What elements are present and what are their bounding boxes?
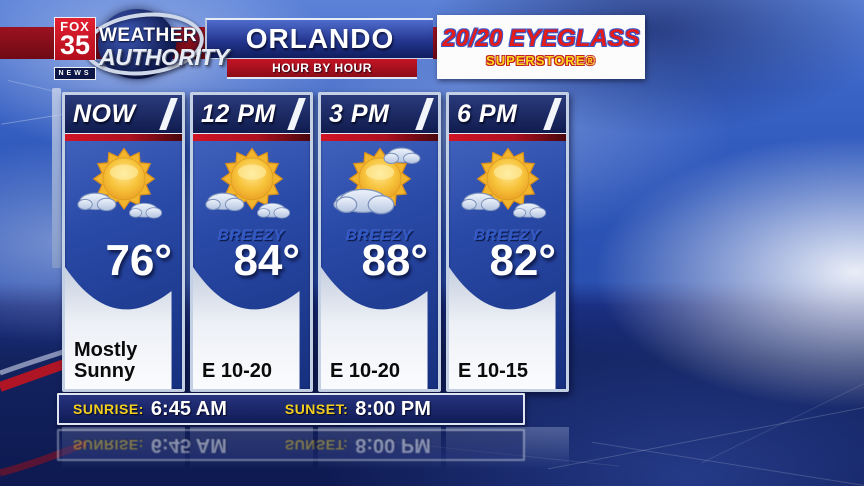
brand-line-authority: AUTHORITY (99, 44, 229, 70)
city-name: ORLANDO (205, 18, 433, 59)
column-red-bar (65, 133, 182, 141)
sunrise-label: SUNRISE: (73, 437, 144, 453)
column-time-label: 3 PM (329, 99, 390, 128)
temperature-value: 76° (105, 236, 172, 285)
column-body: BREEZY 88° E 10-20 (321, 141, 438, 389)
floor-reflection: SUNRISE: 6:45 AM SUNSET: 8:00 PM (0, 427, 864, 486)
column-reflection (62, 427, 185, 486)
condition-or-wind-text: E 10-20 (202, 360, 273, 382)
slash-decoration (415, 98, 434, 130)
temperature-value: 88° (361, 236, 428, 285)
slash-decoration (287, 98, 306, 130)
column-time-label: NOW (73, 99, 136, 128)
condition-or-wind-text: E 10-20 (330, 360, 401, 382)
white-curve-panel (65, 267, 172, 389)
temperature-value: 82° (489, 236, 556, 285)
sunset-label: SUNSET: (284, 437, 349, 453)
sponsor-tagline: SUPERSTORE® (486, 52, 596, 68)
column-header: 12 PM (193, 95, 310, 133)
sun-clouds-icon (332, 147, 420, 215)
sun-times-bar: SUNRISE: 6:45 AM SUNSET: 8:00 PM (57, 393, 525, 425)
segment-title: HOUR BY HOUR (227, 59, 417, 79)
sun-clouds-icon (204, 147, 290, 219)
network-name: FOX (60, 19, 90, 34)
column-header: 6 PM (449, 95, 566, 133)
temperature-value: 84° (233, 236, 300, 285)
white-curve-panel (193, 267, 300, 389)
condition-or-wind-text: E 10-15 (458, 360, 529, 382)
forecast-column: 12 PM (190, 92, 313, 392)
column-red-bar (321, 133, 438, 141)
white-curve-panel (449, 267, 556, 389)
column-header: 3 PM (321, 95, 438, 133)
column-reflection (446, 427, 569, 486)
column-time-label: 6 PM (457, 99, 518, 128)
column-red-bar (193, 133, 310, 141)
breezy-label: BREEZY (474, 227, 541, 244)
brand-line-weather: WEATHER (99, 25, 198, 46)
slash-decoration (543, 98, 562, 130)
condition-or-wind-text: Mostly Sunny (74, 339, 138, 382)
sunrise-time: 6:45 AM (150, 434, 227, 457)
fox35-badge: FOX 35 (54, 17, 96, 60)
column-reflection (190, 427, 313, 486)
sunrise-label: SUNRISE: (73, 401, 144, 417)
column-red-bar (449, 133, 566, 141)
forecast-column: NOW (62, 92, 185, 392)
slash-decoration (159, 98, 178, 130)
column-header: NOW (65, 95, 182, 133)
globe-icon (98, 9, 176, 79)
channel-number: 35 (59, 30, 91, 60)
column-body: BREEZY 84° E 10-20 (193, 141, 310, 389)
forecast-column: 6 PM (446, 92, 569, 392)
sun-clouds-icon (460, 147, 546, 219)
breezy-label: BREEZY (218, 227, 285, 244)
news-label: NEWS (54, 67, 96, 80)
forecast-column: 3 PM (318, 92, 441, 392)
sunset-time: 8:00 PM (355, 434, 431, 457)
column-body: BREEZY 82° E 10-15 (449, 141, 566, 389)
sun-times-bar-reflection: SUNRISE: 6:45 AM SUNSET: 8:00 PM (57, 429, 525, 461)
sunset-time: 8:00 PM (355, 397, 431, 420)
sunset-label: SUNSET: (284, 401, 349, 417)
column-reflection (318, 427, 441, 486)
column-body: 76° Mostly Sunny (65, 141, 182, 389)
sponsor-name: 20/20 EYEGLASS (442, 24, 640, 52)
sun-clouds-icon (76, 147, 162, 219)
breezy-label: BREEZY (346, 227, 413, 244)
fox35-weather-authority-logo: FOX 35 NEWS WEATHER AUTHORITY (54, 5, 229, 83)
white-curve-panel (321, 267, 428, 389)
sunrise-time: 6:45 AM (150, 397, 227, 420)
location-banner: ORLANDO HOUR BY HOUR (205, 18, 433, 80)
brand-text: WEATHER AUTHORITY (99, 25, 229, 71)
sponsor-ad: 20/20 EYEGLASS SUPERSTORE® (437, 15, 645, 79)
set-edge-strip (52, 88, 61, 268)
column-time-label: 12 PM (201, 99, 276, 128)
